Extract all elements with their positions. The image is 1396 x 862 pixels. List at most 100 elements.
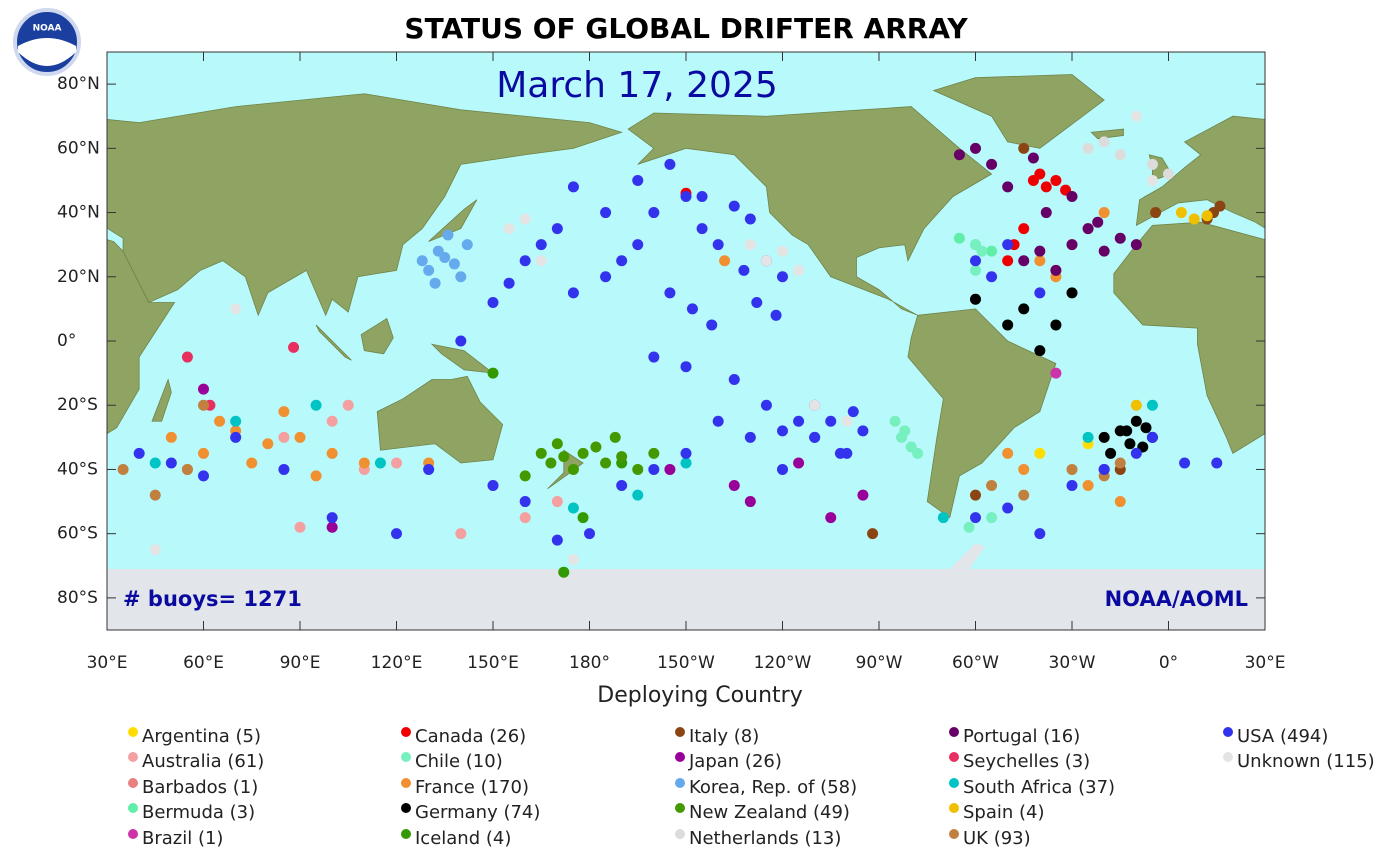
drifter: [423, 264, 435, 276]
drifter: [616, 451, 628, 463]
drifter: [1146, 431, 1158, 443]
drifter: [558, 451, 570, 463]
legend-marker: [949, 803, 959, 813]
continent: [376, 375, 504, 464]
legend-label: New Zealand (49): [689, 802, 850, 823]
drifter: [744, 239, 756, 251]
drifter: [487, 367, 499, 379]
antarctic-peninsula: [949, 543, 986, 569]
drifter: [986, 245, 998, 257]
drifter: [577, 512, 589, 524]
drifter: [609, 431, 621, 443]
drifter: [912, 447, 924, 459]
drifter: [777, 271, 788, 283]
legend-label: Italy (8): [689, 726, 759, 747]
drifter: [970, 489, 981, 501]
x-tick-label: 60°E: [183, 653, 224, 673]
x-axis-label: Deploying Country: [597, 683, 802, 708]
drifter: [664, 463, 676, 475]
continent: [627, 106, 993, 316]
drifter: [648, 207, 660, 219]
legend-label: Netherlands (13): [689, 828, 841, 849]
drifter: [487, 480, 499, 491]
drifter: [1050, 174, 1062, 186]
drifter: [986, 158, 998, 170]
drifter: [567, 463, 579, 475]
legend-marker: [675, 727, 685, 737]
x-tick-label: 90°E: [280, 653, 321, 673]
legend-marker: [1223, 752, 1233, 762]
drifter: [1027, 152, 1039, 164]
drifter: [1121, 425, 1133, 437]
continent: [315, 324, 352, 361]
drifter: [1034, 168, 1046, 180]
y-tick-label: 0°: [57, 331, 76, 351]
drifter: [181, 351, 193, 363]
drifter: [648, 463, 660, 475]
drifter: [165, 457, 177, 469]
x-tick-label: 120°W: [754, 653, 812, 673]
drifter: [751, 296, 763, 308]
legend-marker: [128, 752, 138, 762]
drifter: [847, 406, 859, 418]
drifter: [149, 544, 161, 556]
legend-label: France (170): [415, 777, 529, 798]
drifter: [632, 489, 644, 501]
drifter: [326, 447, 338, 459]
drifter: [310, 399, 322, 411]
drifter: [825, 415, 837, 427]
drifter: [680, 457, 692, 469]
drifter: [976, 245, 988, 257]
legend-marker: [401, 752, 411, 762]
drifter: [519, 512, 531, 524]
drifter: [519, 255, 531, 267]
drifter: [841, 415, 853, 427]
legend-label: South Africa (37): [963, 777, 1115, 798]
drifter: [777, 463, 788, 475]
continent: [151, 378, 172, 422]
drifter: [461, 239, 473, 251]
drifter: [1124, 438, 1136, 450]
drifter: [728, 374, 740, 386]
drifter: [519, 213, 531, 225]
drifter: [1018, 489, 1030, 501]
drifter: [834, 447, 846, 459]
drifter: [567, 181, 579, 193]
drifter: [416, 255, 428, 267]
continent: [1135, 115, 1265, 229]
drifter: [1018, 223, 1030, 235]
drifter: [680, 447, 692, 459]
drifter: [429, 277, 441, 289]
drifter: [503, 223, 515, 235]
drifter: [439, 252, 451, 264]
drifter: [214, 415, 226, 427]
drifter: [632, 463, 644, 475]
drifter: [632, 174, 644, 186]
drifter: [632, 239, 644, 251]
drifter: [1050, 367, 1062, 379]
drifter: [1034, 287, 1046, 299]
drifter: [600, 271, 612, 283]
drifter: [551, 534, 563, 546]
drifter: [793, 457, 805, 469]
drifter: [777, 425, 788, 437]
drifter: [1002, 447, 1014, 459]
drifter: [664, 287, 676, 299]
drifter: [551, 496, 563, 508]
drifter: [535, 239, 547, 251]
chart-title: STATUS OF GLOBAL DRIFTER ARRAY: [404, 12, 968, 45]
drifter: [680, 191, 692, 202]
drifter: [551, 223, 563, 235]
drifter: [551, 438, 563, 450]
drifter: [448, 258, 460, 270]
drifter: [1098, 431, 1110, 443]
drifter: [1130, 415, 1142, 427]
drifter: [986, 271, 998, 283]
logo-text: NOAA: [33, 24, 62, 34]
drifter: [1002, 319, 1014, 331]
legend-label: USA (494): [1237, 726, 1328, 747]
drifter: [1163, 168, 1174, 180]
drifter: [198, 399, 209, 411]
drifter: [986, 480, 998, 491]
drifter: [712, 415, 724, 427]
